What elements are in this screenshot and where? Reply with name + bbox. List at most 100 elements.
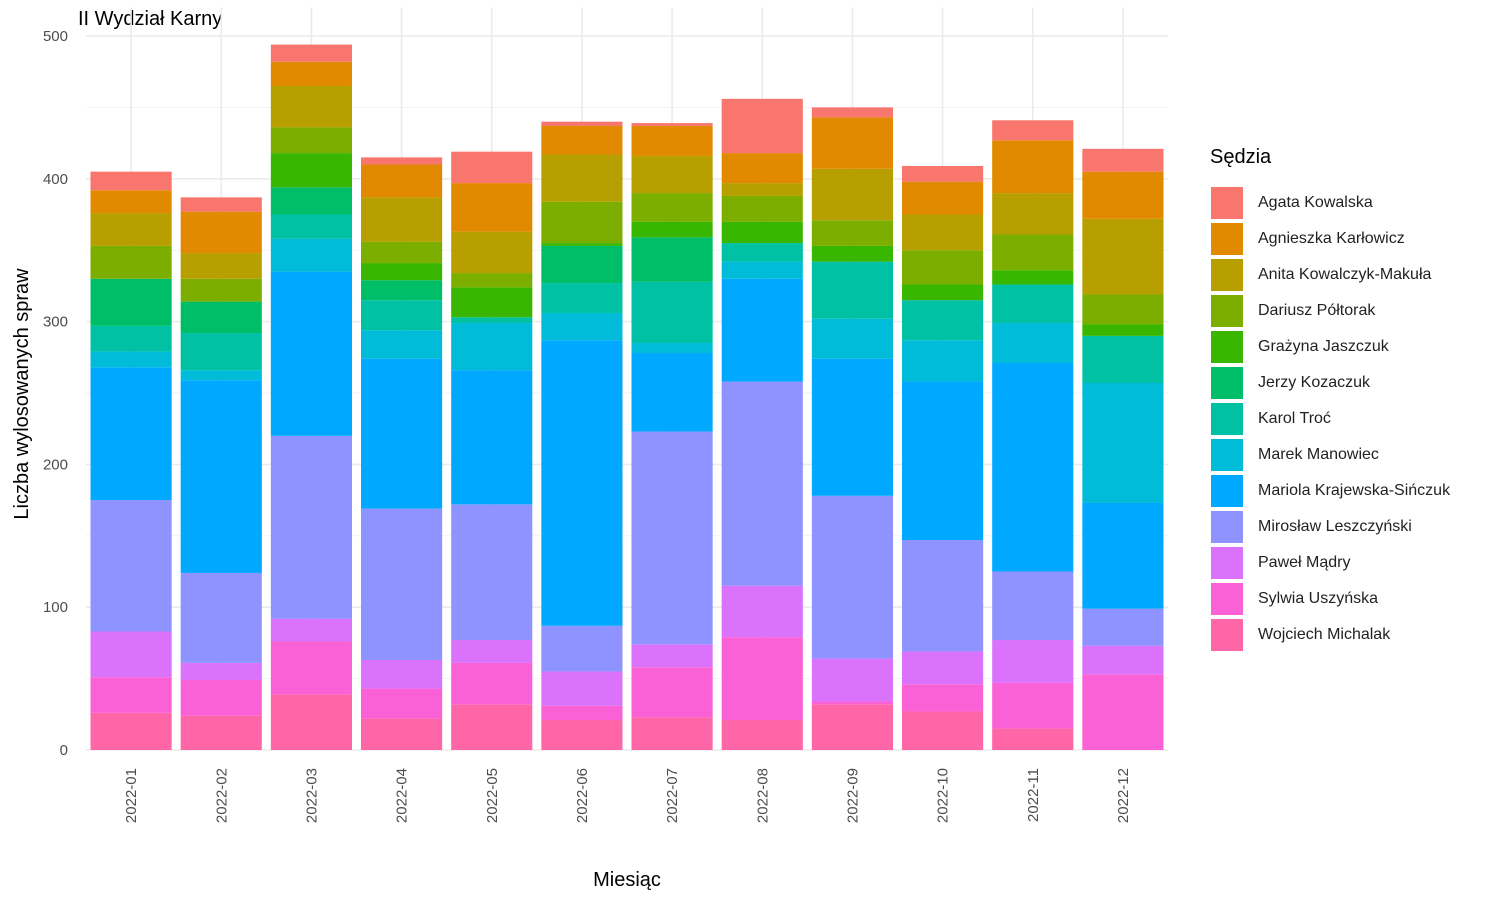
bar-segment [811,220,893,246]
legend-label: Anita Kowalczyk-Makuła [1258,266,1432,283]
bar-segment [90,631,172,678]
bar-segment [721,720,803,750]
bar-segment [270,618,352,642]
bar-segment [1082,502,1164,609]
bar-segment [541,243,623,246]
bar-segment [451,287,533,318]
bar-segment [992,120,1074,141]
bar-segment [361,688,443,719]
bar-segment [180,333,262,371]
y-tick-label: 500 [43,28,68,45]
bar-segment [90,171,172,191]
y-tick-label: 0 [60,742,68,759]
legend-label: Sylwia Uszyńska [1258,590,1379,607]
x-tick-label: 2022-04 [394,768,411,823]
legend-label: Paweł Mądry [1258,554,1351,571]
bar-segment [361,718,443,750]
bar-segment [541,313,623,341]
bar-segment [902,165,984,182]
bar-segment [721,195,803,222]
bar-segment [631,431,713,645]
legend-item: Grażyna Jaszczuk [1210,329,1450,365]
x-tick-label: 2022-08 [754,768,771,823]
bar-segment [451,640,533,663]
y-axis-title: Liczba wylosowanych spraw [11,268,33,520]
bar-segment [361,197,443,242]
bar-segment [992,728,1074,750]
x-tick-label: 2022-11 [1025,768,1042,822]
legend: Sędzia Agata Kowalska Agnieszka Karłowicz… [1210,146,1450,653]
bar-segment [90,213,172,246]
bar-segment [992,140,1074,194]
bar-segment [361,157,443,165]
legend-label: Jerzy Kozaczuk [1258,374,1371,391]
x-tick-label: 2022-12 [1115,768,1132,823]
legend-swatch [1210,258,1244,292]
bar-segment [721,183,803,196]
bar-segment [811,107,893,118]
bar-segment [721,221,803,244]
bar-segment [541,201,623,244]
bar-segment [541,340,623,626]
bar-segment [631,644,713,668]
bar-segment [811,701,893,705]
bar-segment [1082,383,1164,503]
legend-item: Mariola Krajewska-Sińczuk [1210,473,1450,509]
bar-segment [1082,324,1164,336]
bar-segment [270,85,352,128]
legend-item: Sylwia Uszyńska [1210,581,1450,617]
bar-segment [541,121,623,126]
x-tick-label: 2022-10 [935,768,952,823]
bar-segment [902,300,984,341]
bar-segment [451,662,533,705]
y-tick-label: 400 [43,171,68,188]
bar-segment [631,155,713,194]
bar-segment [902,651,984,685]
bar-segment [180,380,262,573]
legend-item: Agnieszka Karłowicz [1210,221,1450,257]
legend-items: Agata Kowalska Agnieszka Karłowicz Anita K… [1210,185,1450,653]
x-tick-label: 2022-02 [213,768,230,823]
bar-segment [631,237,713,282]
legend-title: Sędzia [1210,146,1272,168]
bar-segment [992,193,1074,235]
bar-segment [992,323,1074,364]
bar-segment [180,301,262,334]
bar-segment [541,671,623,706]
bar-segment [90,325,172,352]
bar-segment [902,381,984,541]
bar-segment [180,211,262,254]
bar-segment [180,572,262,663]
bar-segment [1082,294,1164,325]
legend-item: Wojciech Michalak [1210,617,1450,653]
legend-item: Jerzy Kozaczuk [1210,365,1450,401]
legend-label: Wojciech Michalak [1258,626,1391,643]
bar-segment [180,197,262,212]
bars [90,44,1164,750]
bar-segment [541,125,623,155]
bar-segment [90,245,172,279]
legend-label: Grażyna Jaszczuk [1258,338,1389,355]
bar-segment [451,323,533,371]
bar-segment [451,151,533,184]
bar-segment [992,640,1074,683]
x-axis-title: Miesiąc [593,869,661,891]
bar-segment [1082,645,1164,675]
bar-segment [631,343,713,354]
bar-segment [902,684,984,712]
bar-segment [361,263,443,281]
bar-segment [631,193,713,222]
bar-segment [361,300,443,331]
bar-segment [1082,674,1164,750]
bar-segment [1082,335,1164,384]
x-tick-labels: 2022-01 2022-02 2022-03 2022-04 2022-05 2022-… [123,768,1132,823]
bar-segment [721,278,803,382]
legend-item: Paweł Mądry [1210,545,1450,581]
bar-segment [992,682,1074,729]
legend-swatch [1210,366,1244,400]
bar-segment [270,214,352,239]
legend-swatch [1210,222,1244,256]
bar-segment [721,381,803,586]
bar-segment [721,637,803,721]
